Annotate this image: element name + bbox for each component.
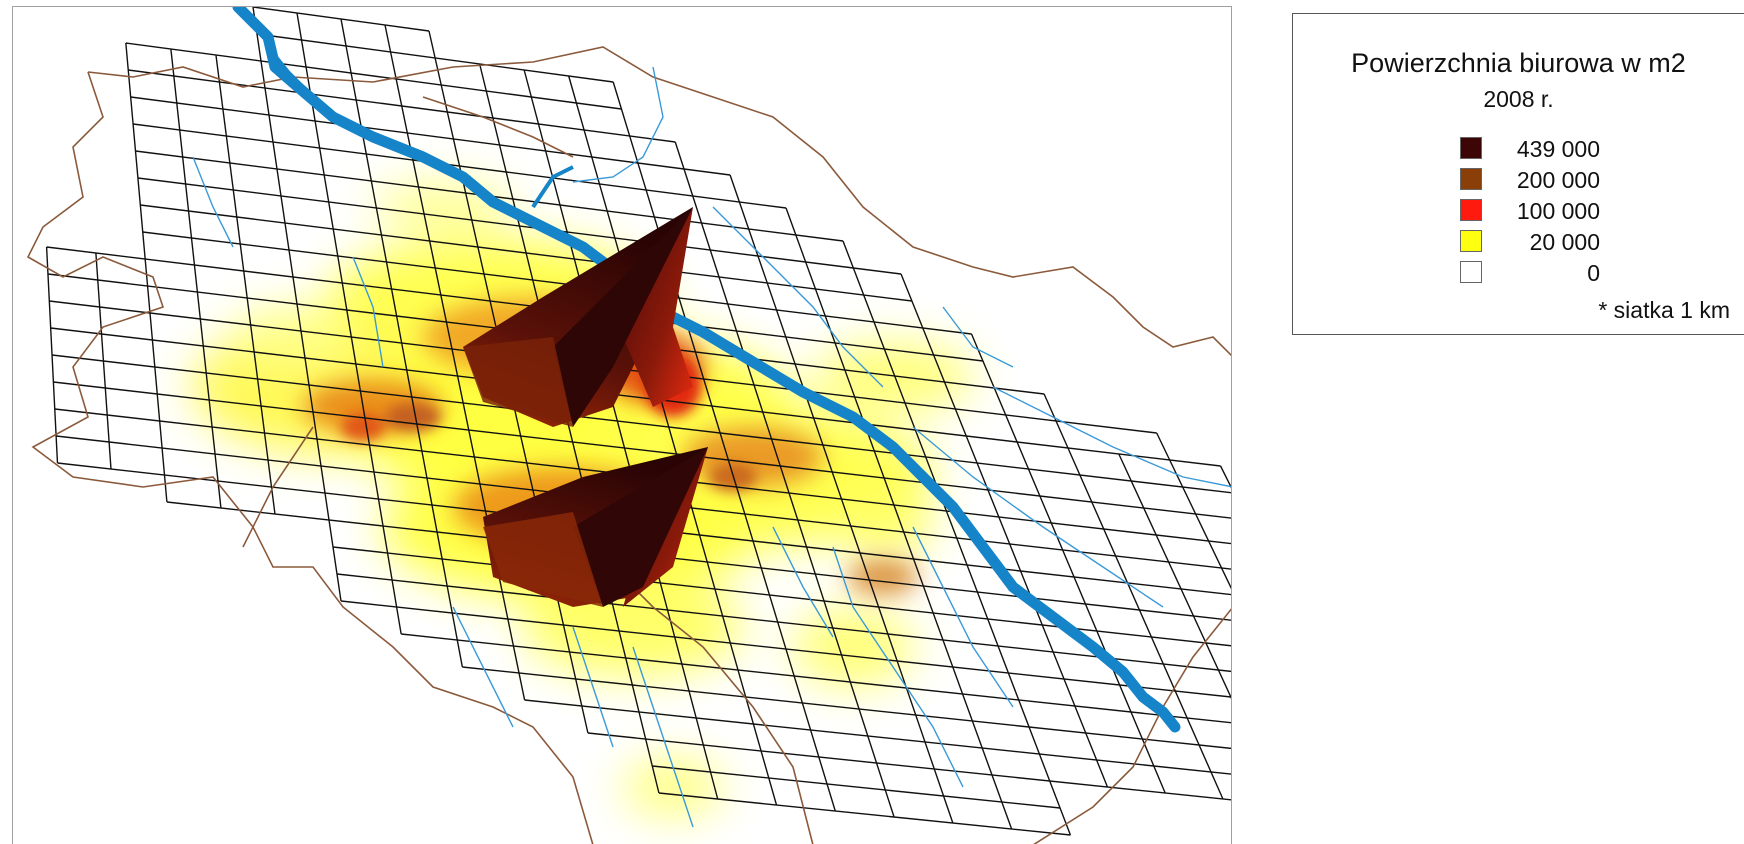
legend-label: 0 bbox=[1587, 260, 1600, 286]
legend-swatch bbox=[1460, 261, 1482, 283]
legend-label: 439 000 bbox=[1516, 136, 1600, 162]
grid-line bbox=[785, 207, 1013, 830]
legend-swatch bbox=[1460, 168, 1482, 190]
grid-line bbox=[125, 42, 622, 110]
grid-line bbox=[137, 177, 902, 275]
grid-line bbox=[1219, 465, 1231, 489]
grid-line bbox=[658, 792, 1071, 836]
legend-item: 0 bbox=[1460, 260, 1660, 286]
grid-line bbox=[296, 12, 402, 635]
grid-line bbox=[54, 408, 1231, 545]
map-legend: Powierzchnia biurowa w m2 2008 r. 439 00… bbox=[1292, 13, 1744, 335]
south-peak bbox=[483, 447, 708, 607]
grid-line bbox=[140, 204, 912, 302]
grid-line bbox=[384, 24, 526, 701]
grid-line bbox=[50, 327, 1221, 467]
grid-line bbox=[252, 7, 430, 32]
grid-line bbox=[674, 141, 895, 818]
grid-line bbox=[612, 81, 836, 812]
legend-label: 20 000 bbox=[1529, 229, 1600, 255]
legend-swatch bbox=[1460, 137, 1482, 159]
map-frame bbox=[12, 6, 1232, 844]
grid-line bbox=[523, 69, 719, 800]
legend-subtitle: 2008 r. bbox=[1483, 86, 1554, 112]
grid-line bbox=[170, 48, 222, 509]
grid-line bbox=[900, 273, 1109, 788]
grid-line bbox=[51, 354, 1231, 494]
grid-line bbox=[56, 435, 1231, 570]
city-boundary bbox=[26, 46, 1231, 844]
legend-label: 100 000 bbox=[1516, 198, 1600, 224]
grid-line bbox=[652, 765, 1061, 809]
grid-line bbox=[970, 333, 1166, 794]
kilometer-grid bbox=[45, 7, 1231, 836]
legend-item: 439 000 bbox=[1460, 136, 1660, 162]
legend-item: 100 000 bbox=[1460, 198, 1660, 224]
grid-line bbox=[132, 123, 787, 209]
grid-line bbox=[128, 69, 676, 143]
legend-item: 200 000 bbox=[1460, 167, 1660, 193]
north-peak bbox=[463, 207, 693, 427]
legend-swatch bbox=[1460, 199, 1482, 221]
grid-line bbox=[130, 96, 731, 176]
grid-line bbox=[1156, 432, 1231, 590]
grid-line bbox=[215, 54, 276, 515]
grid-line bbox=[587, 732, 1231, 801]
vistula-river bbox=[232, 7, 1181, 733]
grid-line bbox=[57, 462, 1231, 596]
legend-swatch bbox=[1460, 230, 1482, 252]
grid-line bbox=[256, 33, 614, 83]
grid-line bbox=[340, 600, 1231, 698]
grid-line bbox=[1043, 393, 1224, 800]
office-space-peaks bbox=[463, 207, 708, 607]
legend-title: Powierzchnia biurowa w m2 bbox=[1351, 48, 1686, 78]
office-space-3d-map bbox=[26, 7, 1231, 844]
grid-line bbox=[478, 63, 660, 794]
grid-line bbox=[142, 231, 972, 335]
grid-line bbox=[462, 666, 1231, 750]
legend-item: 20 000 bbox=[1460, 229, 1660, 255]
grid-line bbox=[1118, 453, 1231, 699]
grid-line bbox=[524, 699, 1231, 775]
legend-label: 200 000 bbox=[1516, 167, 1600, 193]
grid-line bbox=[336, 573, 1231, 673]
grid-line bbox=[46, 246, 984, 362]
grid-line bbox=[125, 42, 168, 503]
legend-note: * siatka 1 km bbox=[1598, 297, 1730, 323]
streams bbox=[192, 66, 1231, 828]
grid-line bbox=[568, 75, 778, 806]
